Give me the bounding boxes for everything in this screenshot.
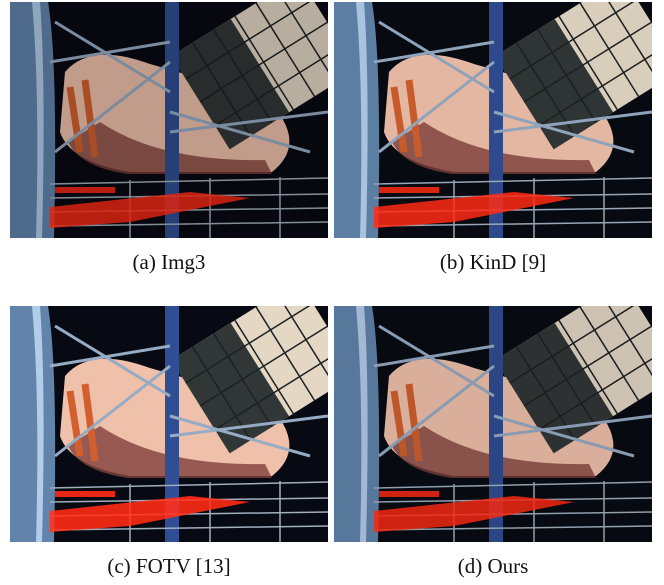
- solar-grid: [509, 2, 652, 137]
- solar-panel: [495, 2, 652, 150]
- solar-panel-dark: [495, 18, 614, 150]
- photo-fotv: [10, 306, 328, 542]
- scene-svg: [334, 2, 652, 238]
- solar-panel: [171, 306, 328, 454]
- solar-panel-dark: [171, 18, 290, 150]
- center-post: [165, 2, 179, 238]
- body-stripe: [81, 79, 99, 158]
- photo-kind: [334, 2, 652, 238]
- craft-body-shadow: [68, 122, 272, 174]
- solar-grid: [185, 2, 328, 137]
- solar-panel-dark: [495, 322, 614, 454]
- center-post: [165, 306, 179, 542]
- red-glow: [50, 192, 250, 228]
- red-glow: [374, 496, 574, 532]
- body-stripe: [405, 79, 423, 158]
- red-glow-strip: [379, 491, 439, 497]
- solar-panel: [495, 306, 652, 454]
- truss: [373, 20, 652, 154]
- left-pillar: [10, 2, 56, 238]
- left-pillar: [10, 306, 56, 542]
- photo-ours: [334, 306, 652, 542]
- red-glow-strip: [379, 187, 439, 193]
- panel-c: (c) FOTV [13]: [10, 306, 328, 579]
- craft-body-shadow: [392, 426, 596, 478]
- solar-panel: [171, 2, 328, 150]
- solar-panel-dark: [171, 322, 290, 454]
- caption-b: (b) KinD [9]: [439, 250, 547, 274]
- body-stripe: [390, 390, 408, 457]
- caption-d: (d) Ours: [457, 554, 529, 578]
- solar-grid: [185, 306, 328, 441]
- photo-img3: [10, 2, 328, 238]
- caption-c: (c) FOTV [13]: [107, 554, 231, 578]
- body-stripe: [66, 390, 84, 457]
- red-glow-strip: [55, 187, 115, 193]
- left-pillar-edge: [32, 2, 44, 238]
- panel-a: (a) Img3: [10, 2, 328, 275]
- left-pillar-edge: [356, 2, 368, 238]
- caption-a: (a) Img3: [132, 250, 206, 274]
- solar-grid: [509, 306, 652, 441]
- left-pillar-edge: [32, 306, 44, 542]
- red-glow-strip: [55, 491, 115, 497]
- panel-d: (d) Ours: [334, 306, 652, 579]
- truss: [373, 324, 652, 458]
- red-glow: [374, 192, 574, 228]
- red-glow: [50, 496, 250, 532]
- scene-svg: [334, 306, 652, 542]
- body-stripe: [390, 86, 408, 153]
- craft-body-shadow: [392, 122, 596, 174]
- craft-body-shadow: [68, 426, 272, 478]
- left-pillar: [334, 306, 380, 542]
- body-stripe: [81, 383, 99, 462]
- center-post: [489, 306, 503, 542]
- truss: [49, 324, 328, 458]
- left-pillar: [334, 2, 380, 238]
- body-stripe: [405, 383, 423, 462]
- left-pillar-edge: [356, 306, 368, 542]
- body-stripe: [66, 86, 84, 153]
- scene-svg: [10, 2, 328, 238]
- panel-b: (b) KinD [9]: [334, 2, 652, 275]
- truss: [49, 20, 328, 154]
- center-post: [489, 2, 503, 238]
- scene-svg: [10, 306, 328, 542]
